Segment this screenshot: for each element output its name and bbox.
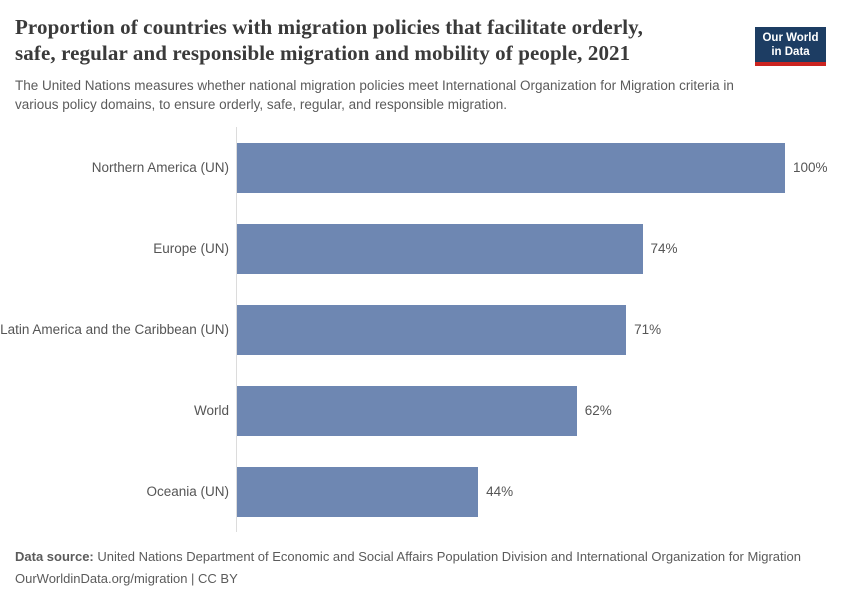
- category-label: Latin America and the Caribbean (UN): [0, 322, 229, 337]
- bar[interactable]: [237, 385, 577, 436]
- bar-chart: Northern America (UN) 100% Europe (UN) 7…: [0, 127, 835, 532]
- bar-track: 74%: [236, 208, 785, 289]
- value-label: 44%: [486, 484, 514, 499]
- owid-logo[interactable]: Our World in Data: [755, 27, 826, 66]
- bar[interactable]: [237, 304, 627, 355]
- bar-row: World 62%: [0, 370, 835, 451]
- chart-subtitle: The United Nations measures whether nati…: [15, 76, 835, 114]
- license-line: OurWorldinData.org/migration | CC BY: [15, 570, 238, 586]
- category-label: Northern America (UN): [91, 160, 229, 175]
- chart-subtitle-line2: various policy domains, to ensure orderl…: [15, 97, 508, 112]
- category-label: Europe (UN): [153, 241, 229, 256]
- value-label: 71%: [634, 322, 662, 337]
- bar-row: Latin America and the Caribbean (UN) 71%: [0, 289, 835, 370]
- datasource-line: Data source: United Nations Department o…: [15, 546, 835, 568]
- bar-track: 100%: [236, 127, 828, 208]
- datasource-label: Data source:: [15, 549, 94, 564]
- owid-logo-line1: Our World: [762, 32, 819, 44]
- value-label: 74%: [650, 241, 678, 256]
- bar-track: 62%: [236, 370, 785, 451]
- datasource-text: United Nations Department of Economic an…: [97, 549, 801, 564]
- chart-subtitle-line1: The United Nations measures whether nati…: [15, 78, 734, 93]
- chart-title-line2: safe, regular and responsible migration …: [15, 41, 631, 65]
- bar-row: Oceania (UN) 44%: [0, 451, 835, 532]
- bar[interactable]: [237, 466, 479, 517]
- chart-header: Proportion of countries with migration p…: [15, 14, 835, 114]
- owid-logo-line2: in Data: [771, 46, 810, 58]
- bar[interactable]: [237, 142, 785, 193]
- bar-track: 71%: [236, 289, 785, 370]
- bar-row: Europe (UN) 74%: [0, 208, 835, 289]
- bar[interactable]: [237, 223, 643, 274]
- bar-track: 44%: [236, 451, 785, 532]
- value-label: 62%: [584, 403, 612, 418]
- category-label: Oceania (UN): [146, 484, 229, 499]
- value-label: 100%: [793, 160, 828, 175]
- chart-footer: Data source: United Nations Department o…: [15, 546, 835, 589]
- chart-title-line1: Proportion of countries with migration p…: [15, 15, 643, 39]
- category-label: World: [193, 403, 229, 418]
- chart-title: Proportion of countries with migration p…: [15, 14, 835, 66]
- bar-row: Northern America (UN) 100%: [0, 127, 835, 208]
